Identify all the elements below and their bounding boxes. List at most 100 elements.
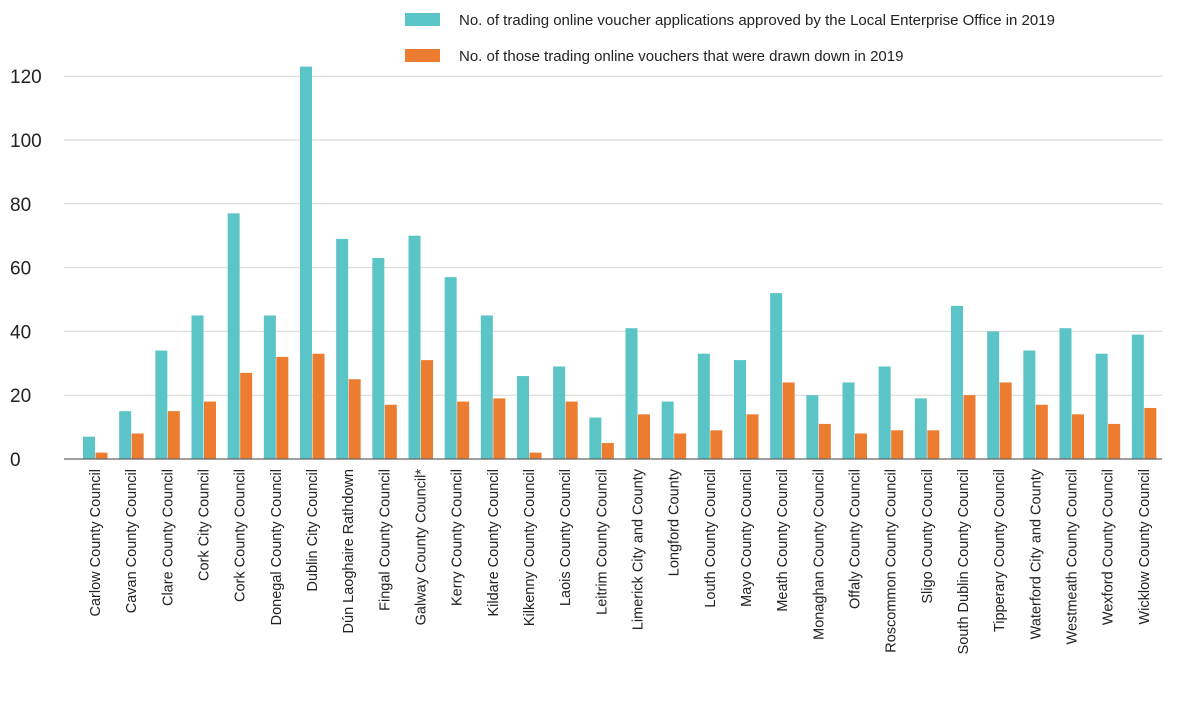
x-category-label: Cork County Council — [233, 469, 249, 602]
bar-drawn-down-21 — [855, 433, 867, 459]
legend: No. of trading online voucher applicatio… — [405, 12, 1055, 65]
bar-approved-2 — [155, 350, 168, 459]
bar-approved-13 — [553, 366, 566, 459]
bar-approved-20 — [806, 395, 819, 459]
bar-approved-27 — [1059, 328, 1072, 459]
x-category-label: Wexford County Council — [1101, 469, 1117, 625]
bar-drawn-down-29 — [1144, 407, 1157, 459]
x-category-label: Leitrim County Council — [594, 469, 610, 615]
bar-drawn-down-4 — [240, 372, 253, 459]
bar-approved-10 — [444, 277, 457, 459]
x-category-label: Cavan County Council — [124, 469, 140, 613]
x-category-label: Kilkenny County Council — [522, 469, 538, 626]
legend-swatch-drawn-down — [405, 49, 440, 62]
bar-approved-25 — [987, 331, 1000, 459]
bar-approved-16 — [661, 401, 674, 459]
bar-drawn-down-28 — [1108, 423, 1121, 459]
bar-approved-14 — [589, 417, 602, 459]
x-category-label: Waterford City and County — [1028, 468, 1044, 639]
bar-drawn-down-3 — [204, 401, 216, 459]
x-category-label: Clare County Council — [160, 469, 176, 606]
bars — [83, 66, 1157, 459]
x-category-label: Wicklow County Council — [1137, 469, 1153, 625]
bar-drawn-down-5 — [276, 356, 289, 459]
bar-approved-17 — [697, 353, 710, 459]
x-category-label: Laois County Council — [558, 469, 574, 606]
x-category-label: Sligo County Council — [920, 469, 936, 604]
bar-approved-7 — [336, 238, 349, 459]
bar-approved-3 — [191, 315, 204, 459]
bar-approved-23 — [914, 398, 927, 459]
x-category-label: Roscommon County Council — [884, 469, 900, 653]
x-category-label: Dún Laoghaire Rathdown — [341, 469, 357, 633]
bar-drawn-down-0 — [95, 452, 108, 459]
bar-approved-28 — [1095, 353, 1108, 459]
y-axis-ticks: 0 20 40 60 80 100 120 — [10, 67, 42, 471]
x-category-label: Tipperary County Council — [992, 469, 1008, 632]
x-category-label: Galway County Council* — [414, 469, 430, 626]
bar-approved-5 — [263, 315, 276, 459]
x-category-label: Cork City Council — [197, 469, 213, 581]
bar-drawn-down-20 — [818, 423, 831, 459]
x-axis-labels: Carlow County Council Cavan County Counci… — [88, 468, 1153, 654]
bar-approved-11 — [480, 315, 493, 459]
bar-drawn-down-15 — [638, 414, 650, 459]
legend-label-drawn-down: No. of those trading online vouchers tha… — [459, 48, 903, 65]
bar-drawn-down-7 — [348, 379, 361, 459]
bar-approved-12 — [517, 376, 529, 459]
bar-approved-21 — [842, 382, 855, 459]
bar-approved-29 — [1131, 334, 1144, 459]
x-category-label: Westmeath County Council — [1065, 469, 1081, 644]
x-category-label: Meath County Council — [775, 469, 791, 612]
bar-drawn-down-19 — [782, 382, 795, 459]
x-category-label: Donegal County Council — [269, 469, 285, 625]
bar-drawn-down-17 — [710, 430, 723, 459]
bar-drawn-down-16 — [674, 433, 687, 459]
y-tick-label: 60 — [10, 259, 31, 280]
x-category-label: Kildare County Council — [486, 469, 502, 617]
bar-drawn-down-23 — [927, 430, 940, 459]
x-category-label: South Dublin County Council — [956, 469, 972, 654]
bar-approved-1 — [119, 411, 132, 459]
x-category-label: Limerick City and County — [631, 468, 647, 630]
bar-approved-22 — [878, 366, 891, 459]
bar-drawn-down-26 — [1035, 404, 1048, 459]
bar-approved-24 — [951, 305, 963, 459]
bar-drawn-down-27 — [1072, 414, 1084, 459]
y-tick-label: 0 — [10, 450, 21, 471]
bar-drawn-down-25 — [999, 382, 1012, 459]
x-category-label: Dublin City Council — [305, 469, 321, 592]
bar-approved-8 — [372, 258, 385, 459]
bar-drawn-down-24 — [963, 395, 976, 459]
bar-drawn-down-1 — [131, 433, 144, 459]
bar-approved-18 — [734, 360, 746, 459]
bar-approved-9 — [408, 235, 421, 459]
bar-drawn-down-12 — [529, 452, 542, 459]
bar-approved-15 — [625, 328, 638, 459]
x-category-label: Mayo County Council — [739, 469, 755, 607]
y-tick-label: 80 — [10, 195, 31, 216]
bar-drawn-down-8 — [384, 404, 397, 459]
x-category-label: Offaly County Council — [848, 469, 864, 609]
bar-approved-0 — [83, 436, 95, 459]
bar-drawn-down-13 — [565, 401, 578, 459]
bar-approved-4 — [227, 213, 240, 459]
y-tick-label: 20 — [10, 386, 31, 407]
gridlines — [64, 75, 1162, 396]
x-category-label: Carlow County Council — [88, 469, 104, 616]
bar-approved-26 — [1023, 350, 1036, 459]
legend-swatch-approved — [405, 13, 440, 26]
bar-approved-6 — [300, 66, 312, 459]
y-tick-label: 40 — [10, 322, 31, 343]
bar-drawn-down-2 — [167, 411, 180, 459]
bar-drawn-down-6 — [312, 353, 325, 459]
bar-drawn-down-9 — [421, 360, 433, 459]
bar-approved-19 — [770, 293, 783, 459]
bar-drawn-down-14 — [601, 443, 614, 459]
x-category-label: Monaghan County Council — [811, 469, 827, 640]
bar-drawn-down-11 — [493, 398, 506, 459]
bar-drawn-down-22 — [891, 430, 904, 459]
x-category-label: Longford County — [667, 468, 683, 576]
bar-drawn-down-18 — [746, 414, 759, 459]
